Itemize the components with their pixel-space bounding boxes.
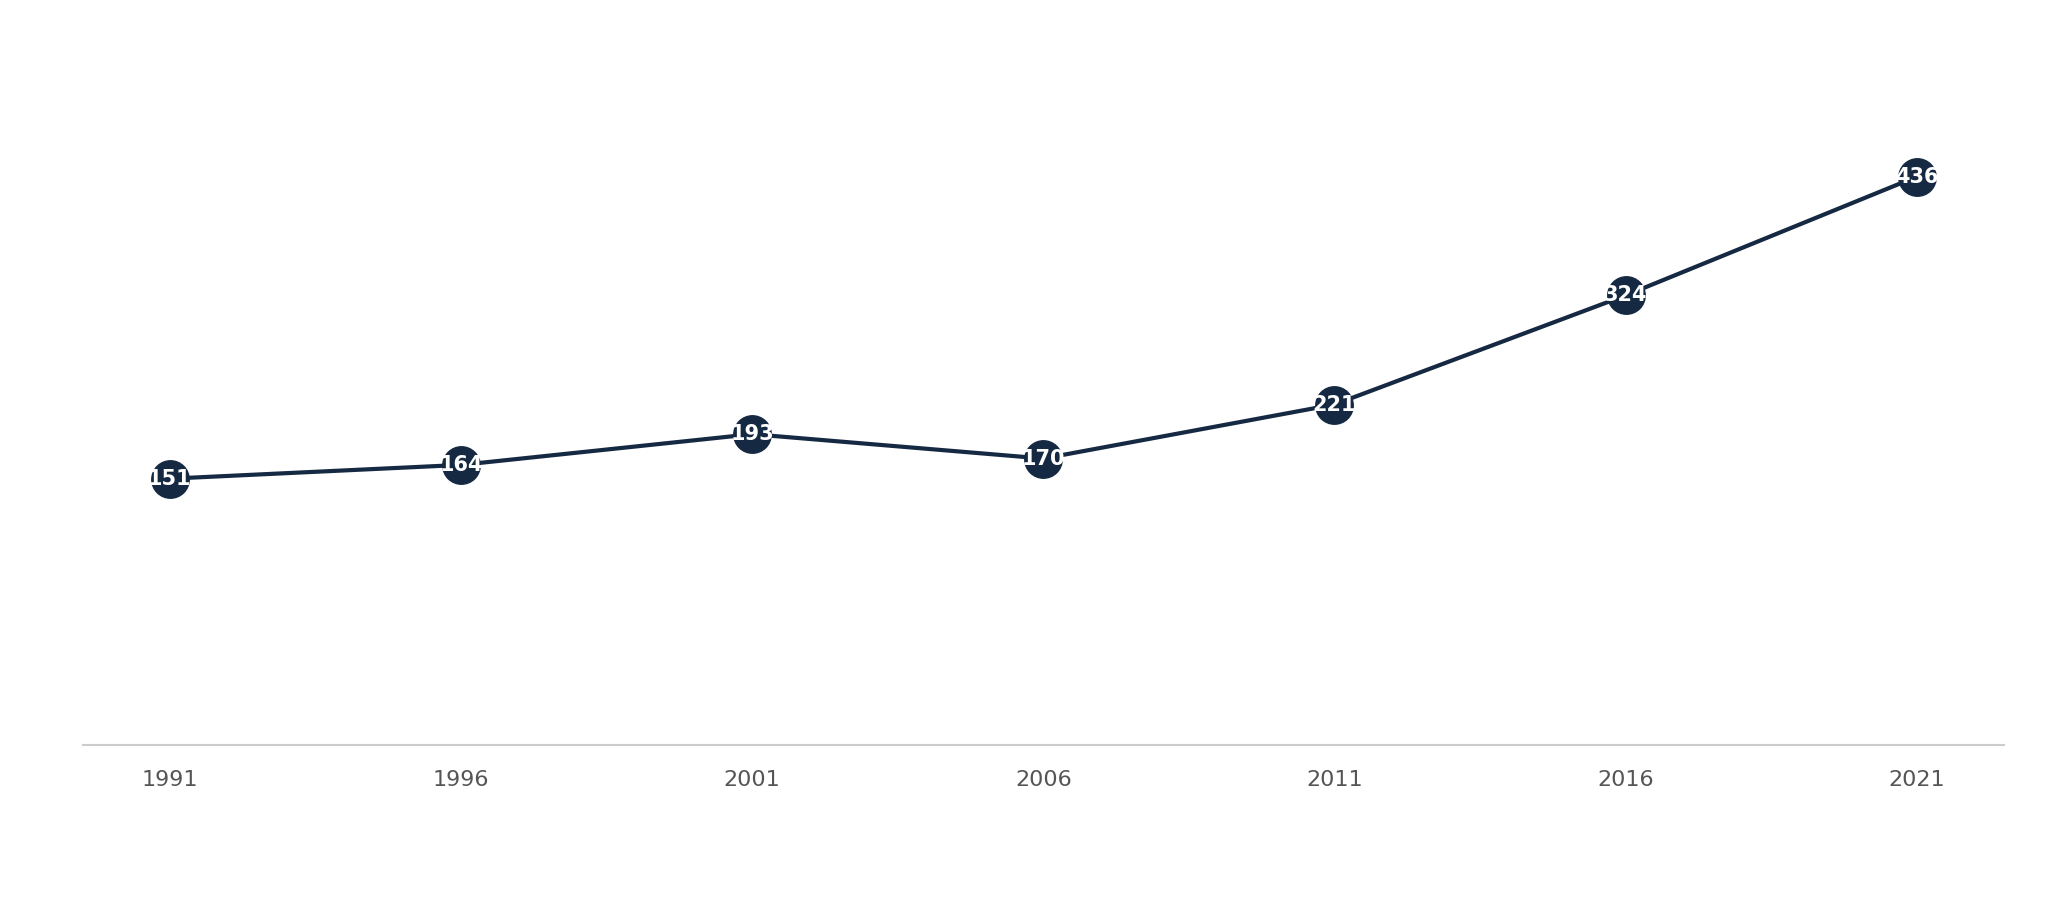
Text: 193: 193 [731, 424, 775, 444]
Text: 164: 164 [440, 455, 483, 475]
Text: 151: 151 [149, 469, 192, 489]
Text: 221: 221 [1312, 394, 1355, 415]
Text: 436: 436 [1895, 167, 1938, 187]
Text: 324: 324 [1603, 285, 1647, 305]
Text: 170: 170 [1021, 449, 1066, 469]
